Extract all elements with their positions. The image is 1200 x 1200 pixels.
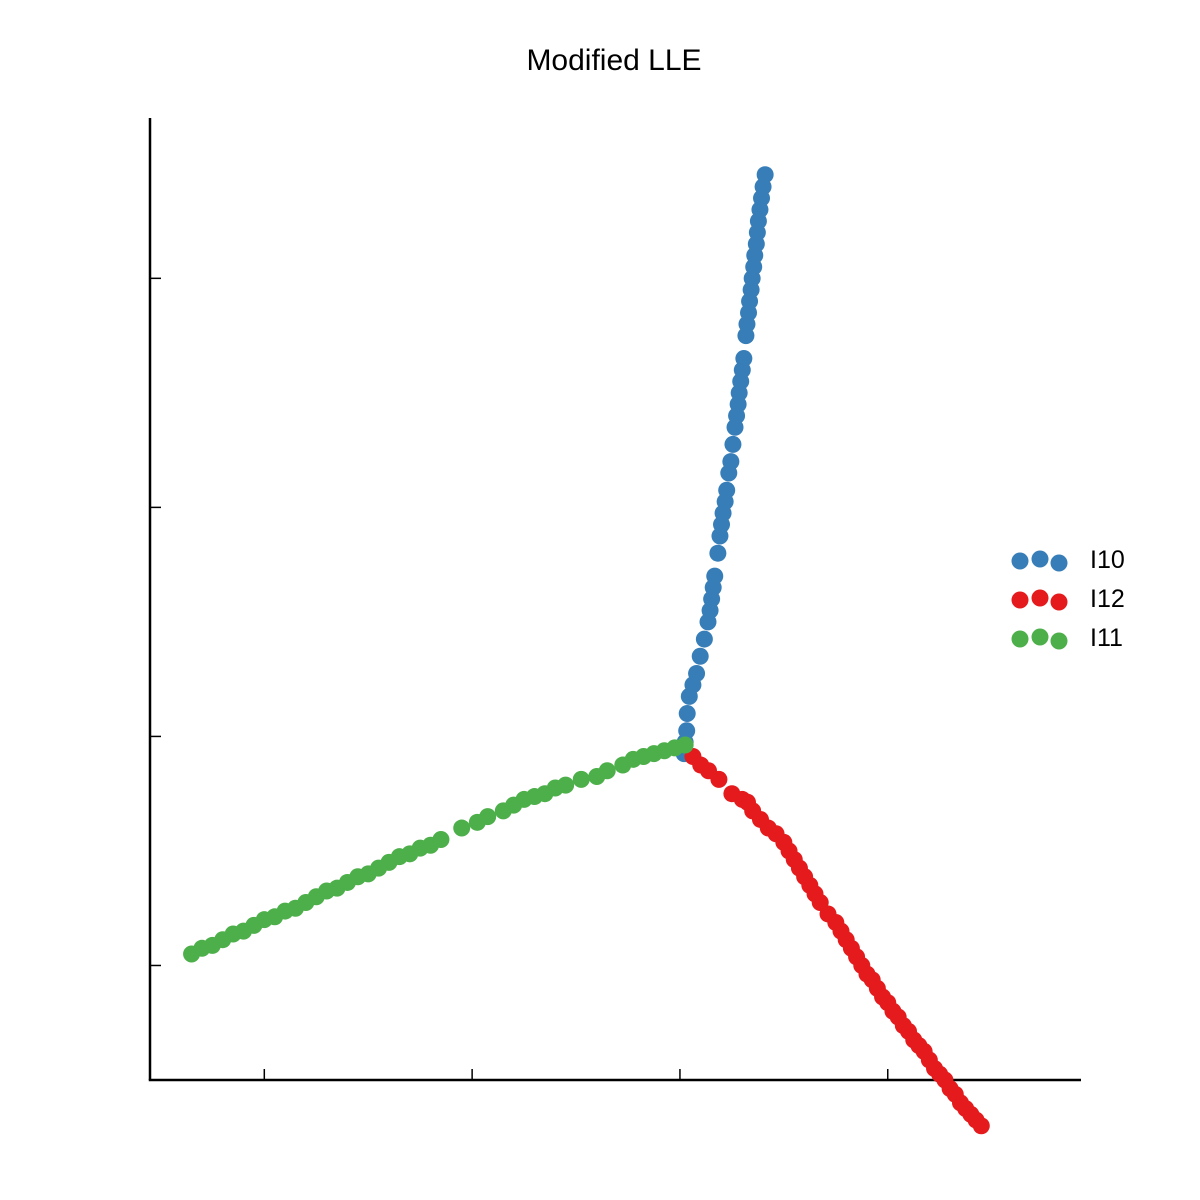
legend-marker	[1011, 630, 1029, 648]
point-I11-24	[432, 831, 450, 848]
data-points	[183, 166, 990, 1135]
legend-marker	[1011, 552, 1029, 570]
point-I10-14	[737, 327, 755, 345]
legend-marker	[1011, 591, 1029, 609]
legend-item-I10: I10	[1011, 546, 1125, 574]
y-ticks	[150, 277, 161, 967]
legend-marker	[1031, 589, 1049, 607]
legend-marker	[1031, 628, 1049, 646]
point-I10-30	[709, 544, 727, 562]
point-I10-29	[711, 527, 729, 545]
point-I11-25	[453, 819, 471, 837]
legend-marker	[1050, 554, 1068, 572]
point-I11-44	[676, 736, 694, 754]
legend-item-I11: I11	[1011, 624, 1123, 652]
series-I12	[684, 747, 990, 1135]
legend-label-I11: I11	[1090, 624, 1123, 652]
legend-marker	[1050, 632, 1068, 650]
point-I10-35	[699, 613, 717, 631]
chart-title: Modified LLE	[526, 44, 701, 77]
series-I10	[675, 166, 774, 763]
legend: I10 I12 I11	[1011, 546, 1125, 652]
point-I10-22	[724, 435, 742, 453]
point-I11-27	[479, 808, 497, 826]
point-I10-21	[726, 418, 744, 436]
axes	[148, 118, 1081, 1082]
point-I10-36	[695, 630, 713, 648]
point-I12-48	[972, 1117, 990, 1135]
legend-marker	[1031, 550, 1049, 568]
point-I10-41	[678, 705, 696, 723]
x-ticks	[263, 1069, 889, 1080]
point-I10-37	[691, 647, 709, 665]
legend-item-I12: I12	[1011, 585, 1125, 613]
legend-marker	[1050, 593, 1068, 611]
point-I10-40	[680, 687, 698, 705]
point-I11-35	[572, 770, 590, 788]
point-I11-37	[598, 762, 616, 780]
point-I12-3	[710, 770, 728, 788]
point-I10-24	[720, 464, 738, 482]
point-I11-34	[557, 776, 575, 794]
legend-label-I10: I10	[1090, 546, 1125, 574]
series-I11	[183, 736, 694, 963]
legend-label-I12: I12	[1090, 585, 1125, 613]
